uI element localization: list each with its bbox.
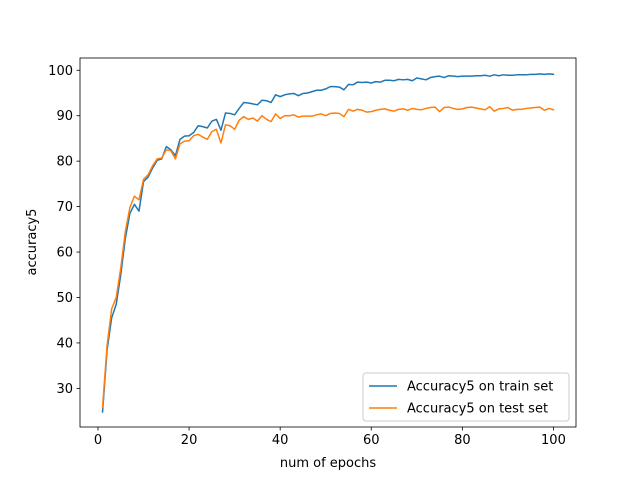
- legend-label-test: Accuracy5 on test set: [407, 402, 548, 417]
- y-tick-label: 50: [56, 291, 73, 306]
- y-tick-label: 30: [56, 382, 73, 397]
- y-tick-label: 60: [56, 246, 73, 261]
- y-tick-label: 70: [56, 200, 73, 215]
- x-tick-label: 40: [272, 433, 289, 448]
- plot-area: [79, 57, 577, 428]
- x-tick-label: 0: [94, 433, 102, 448]
- legend-label-train: Accuracy5 on train set: [407, 380, 553, 395]
- y-tick-label: 40: [56, 336, 73, 351]
- x-axis-ticks: 0 20 40 60 80 100: [94, 427, 566, 448]
- series-line-train: [101, 73, 555, 413]
- y-tick-label: 80: [56, 155, 73, 170]
- legend-box: [362, 372, 570, 422]
- y-axis-ticks: 30 40 50 60 70 80 90 100: [48, 64, 80, 397]
- series-line-test: [101, 105, 555, 409]
- x-axis-label: num of epochs: [280, 456, 377, 471]
- legend: Accuracy5 on train set Accuracy5 on test …: [362, 372, 570, 422]
- x-tick-label: 60: [363, 433, 380, 448]
- x-tick-label: 80: [454, 433, 471, 448]
- x-tick-label: 20: [181, 433, 198, 448]
- y-tick-label: 90: [56, 109, 73, 124]
- y-tick-label: 100: [48, 64, 73, 79]
- x-tick-label: 100: [541, 433, 566, 448]
- axes-frame: [79, 57, 577, 428]
- y-axis-label: accuracy5: [25, 209, 40, 276]
